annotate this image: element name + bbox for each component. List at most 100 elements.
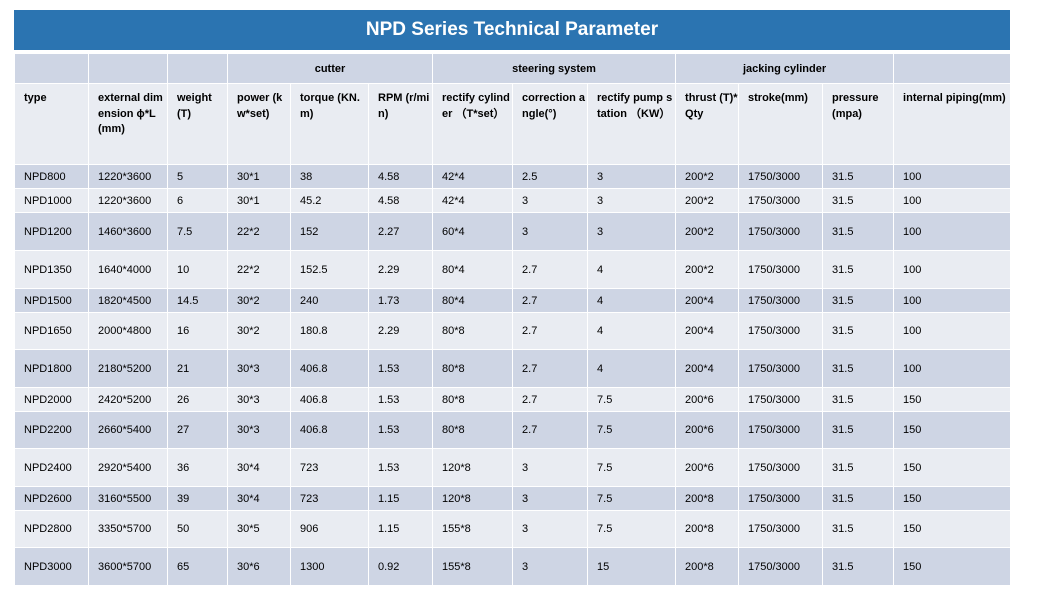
cell-power: 30*2 xyxy=(227,288,291,313)
cell-correction-angle: 2.7 xyxy=(512,349,589,388)
header-internal-piping: internal piping(mm) xyxy=(893,83,1012,165)
table-row: NPD2400 2920*5400 36 30*4 723 1.53 120*8 3 7.5 20… xyxy=(14,448,1012,487)
cell-type: NPD1800 xyxy=(14,349,89,388)
cell-torque: 406.8 xyxy=(290,411,369,449)
cell-pressure: 31.5 xyxy=(822,411,895,449)
header-external-dimension: external dimension ϕ*L(mm) xyxy=(88,83,168,165)
table-row: NPD3000 3600*5700 65 30*6 1300 0.92 155*8 3 15 20… xyxy=(14,547,1012,586)
cell-rectify-pump-station: 7.5 xyxy=(587,448,677,487)
cell-thrust: 200*8 xyxy=(675,486,740,511)
cell-internal-piping: 150 xyxy=(893,448,1012,487)
cell-type: NPD1350 xyxy=(14,250,89,289)
cell-type: NPD2000 xyxy=(14,387,89,412)
cell-internal-piping: 100 xyxy=(893,164,1012,189)
cell-thrust: 200*2 xyxy=(675,250,740,289)
cell-rectify-cylinder: 120*8 xyxy=(432,448,514,487)
cell-weight: 14.5 xyxy=(167,288,228,313)
cell-weight: 6 xyxy=(167,188,228,213)
parameter-sheet: NPD Series Technical Parameter cutter st… xyxy=(14,10,1012,586)
cell-torque: 38 xyxy=(290,164,369,189)
cell-rectify-cylinder: 80*8 xyxy=(432,387,514,412)
cell-rpm: 1.73 xyxy=(367,288,434,313)
cell-internal-piping: 100 xyxy=(893,250,1012,289)
cell-rectify-pump-station: 4 xyxy=(587,349,677,388)
cell-stroke: 1750/3000 xyxy=(738,164,824,189)
cell-pressure: 31.5 xyxy=(822,312,895,350)
cell-pressure: 31.5 xyxy=(822,164,895,189)
cell-stroke: 1750/3000 xyxy=(738,411,824,449)
cell-stroke: 1750/3000 xyxy=(738,387,824,412)
table-row: NPD2000 2420*5200 26 30*3 406.8 1.53 80*8 2.7 7.… xyxy=(14,387,1012,412)
cell-thrust: 200*4 xyxy=(675,312,740,350)
cell-external-dimension: 2180*5200 xyxy=(88,349,168,388)
cell-power: 30*5 xyxy=(227,510,291,548)
cell-weight: 65 xyxy=(167,547,228,586)
header-thrust: thrust (T)*Qty xyxy=(675,83,740,165)
cell-external-dimension: 3350*5700 xyxy=(88,510,168,548)
cell-rpm: 0.92 xyxy=(367,547,434,586)
table-row: NPD1500 1820*4500 14.5 30*2 240 1.73 80*4 2.7 4 2… xyxy=(14,288,1012,313)
cell-pressure: 31.5 xyxy=(822,250,895,289)
cell-type: NPD2800 xyxy=(14,510,89,548)
cell-power: 30*1 xyxy=(227,188,291,213)
cell-pressure: 31.5 xyxy=(822,547,895,586)
header-rpm: RPM (r/min) xyxy=(367,83,434,165)
cell-weight: 5 xyxy=(167,164,228,189)
cell-rpm: 2.27 xyxy=(367,212,434,251)
cell-power: 22*2 xyxy=(227,212,291,251)
cell-type: NPD2600 xyxy=(14,486,89,511)
cell-external-dimension: 1640*4000 xyxy=(88,250,168,289)
cell-rectify-cylinder: 42*4 xyxy=(432,188,514,213)
cell-rpm: 2.29 xyxy=(367,250,434,289)
group-cell-empty xyxy=(167,53,228,84)
cell-weight: 10 xyxy=(167,250,228,289)
group-cell-empty xyxy=(14,53,89,84)
table-row: NPD1800 2180*5200 21 30*3 406.8 1.53 80*8 2.7 4 2… xyxy=(14,349,1012,388)
header-pressure: pressure (mpa) xyxy=(822,83,895,165)
cell-thrust: 200*2 xyxy=(675,164,740,189)
cell-rectify-pump-station: 7.5 xyxy=(587,510,677,548)
header-power: power (kw*set) xyxy=(227,83,291,165)
cell-power: 30*3 xyxy=(227,349,291,388)
cell-power: 30*6 xyxy=(227,547,291,586)
cell-internal-piping: 100 xyxy=(893,188,1012,213)
cell-stroke: 1750/3000 xyxy=(738,448,824,487)
header-type: type xyxy=(14,83,89,165)
group-cell-empty xyxy=(88,53,168,84)
cell-correction-angle: 3 xyxy=(512,212,589,251)
cell-thrust: 200*8 xyxy=(675,510,740,548)
cell-torque: 1300 xyxy=(290,547,369,586)
cell-thrust: 200*4 xyxy=(675,288,740,313)
cell-rectify-cylinder: 60*4 xyxy=(432,212,514,251)
cell-pressure: 31.5 xyxy=(822,349,895,388)
cell-correction-angle: 2.7 xyxy=(512,288,589,313)
cell-rectify-pump-station: 3 xyxy=(587,164,677,189)
cell-correction-angle: 3 xyxy=(512,188,589,213)
cell-power: 30*4 xyxy=(227,486,291,511)
page-title: NPD Series Technical Parameter xyxy=(14,10,1010,53)
cell-weight: 39 xyxy=(167,486,228,511)
cell-internal-piping: 150 xyxy=(893,547,1012,586)
cell-pressure: 31.5 xyxy=(822,387,895,412)
cell-correction-angle: 2.7 xyxy=(512,387,589,412)
cell-pressure: 31.5 xyxy=(822,510,895,548)
cell-stroke: 1750/3000 xyxy=(738,349,824,388)
table-row: NPD1200 1460*3600 7.5 22*2 152 2.27 60*4 3 3 200*… xyxy=(14,212,1012,251)
cell-correction-angle: 3 xyxy=(512,547,589,586)
cell-power: 30*3 xyxy=(227,411,291,449)
cell-thrust: 200*6 xyxy=(675,411,740,449)
cell-rectify-cylinder: 80*8 xyxy=(432,411,514,449)
cell-stroke: 1750/3000 xyxy=(738,547,824,586)
cell-internal-piping: 100 xyxy=(893,288,1012,313)
header-rectify-cylinder: rectify cylinder （T*set） xyxy=(432,83,514,165)
header-torque: torque (KN.m) xyxy=(290,83,369,165)
cell-rpm: 1.15 xyxy=(367,510,434,548)
cell-torque: 180.8 xyxy=(290,312,369,350)
group-steering-system: steering system xyxy=(432,53,677,84)
cell-rectify-pump-station: 7.5 xyxy=(587,387,677,412)
cell-torque: 152 xyxy=(290,212,369,251)
header-correction-angle: correction angle(°) xyxy=(512,83,589,165)
cell-type: NPD1500 xyxy=(14,288,89,313)
cell-torque: 45.2 xyxy=(290,188,369,213)
cell-weight: 16 xyxy=(167,312,228,350)
